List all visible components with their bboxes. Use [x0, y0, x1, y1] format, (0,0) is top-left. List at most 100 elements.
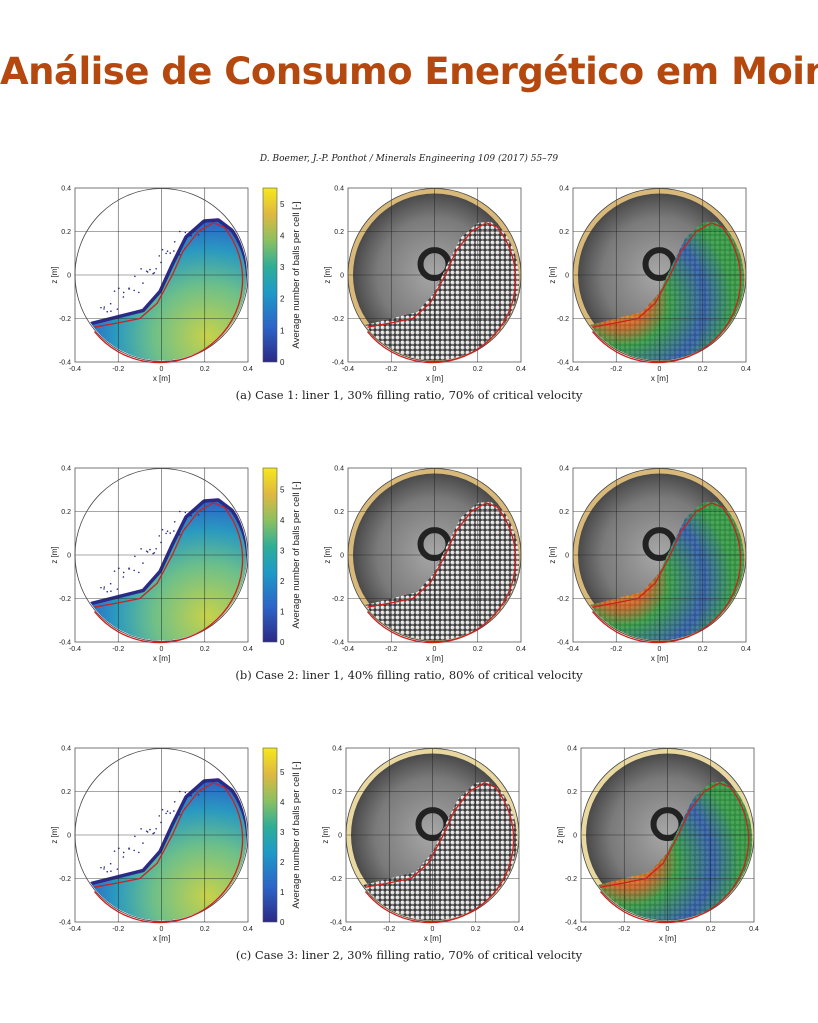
caption-b: (b) Case 2: liner 1, 40% filling ratio, …: [235, 668, 583, 682]
x-tick-label: -0.2: [112, 926, 124, 933]
velocity-overlay: [598, 781, 753, 921]
panel-photo: -0.4 -0.2 0 0.2 0.4 0.4 0.2 0 -0.2 -0.4 x [m] z [m]: [321, 746, 524, 944]
x-axis-label: x [m]: [424, 934, 441, 943]
colorbar-label: Average number of balls per cell [-]: [291, 481, 302, 628]
colorbar-tick-label: 0: [280, 918, 285, 927]
ball-charge: [365, 501, 520, 641]
z-tick-label: 0: [338, 833, 342, 840]
panel-heatmap: -0.4 -0.2 0 0.2 0.4 0.4 0.2 0 -0.2 -0.4 x [m] z [m]: [50, 186, 253, 384]
charge-profile-line: [93, 502, 244, 644]
z-tick-label: 0.2: [334, 229, 344, 236]
colorbar-gradient: [262, 747, 278, 923]
colorbar-tick-label: 3: [280, 546, 285, 555]
mill-boundary: [74, 468, 249, 642]
z-tick-label: -0.2: [565, 876, 577, 883]
z-tick-label: -0.2: [557, 316, 569, 323]
colorbar-gradient: [262, 187, 278, 363]
x-tick-label: -0.2: [112, 646, 124, 653]
panel-overlay: -0.4 -0.2 0 0.2 0.4 0.4 0.2 0 -0.2 -0.4 x [m] z [m]: [556, 746, 759, 944]
colorbar-gradient: [262, 467, 278, 643]
z-tick-label: -0.2: [59, 596, 71, 603]
colorbar-tick-label: 2: [280, 295, 285, 304]
z-axis-label: z [m]: [323, 266, 332, 283]
z-axis-label: z [m]: [548, 546, 557, 563]
x-tick-label: -0.4: [69, 926, 81, 933]
ball-charge: [363, 781, 518, 921]
z-axis-label: z [m]: [50, 546, 59, 563]
z-tick-label: 0.2: [334, 509, 344, 516]
panel-heatmap: -0.4 -0.2 0 0.2 0.4 0.4 0.2 0 -0.2 -0.4 x [m] z [m]: [50, 746, 253, 944]
z-tick-label: 0.2: [567, 789, 577, 796]
colorbar: 0 1 2 3 4 5 Average number of balls per cell […: [262, 467, 302, 647]
x-tick-label: 0.2: [698, 366, 708, 373]
z-tick-label: 0.2: [559, 509, 569, 516]
colorbar: 0 1 2 3 4 5 Average number of balls per cell […: [262, 747, 302, 927]
x-tick-label: -0.4: [567, 646, 579, 653]
x-tick-label: 0.2: [473, 366, 483, 373]
colorbar-tick-label: 2: [280, 577, 285, 586]
x-tick-label: 0: [433, 366, 437, 373]
z-tick-label: 0: [340, 273, 344, 280]
x-tick-label: 0: [658, 366, 662, 373]
x-tick-label: -0.4: [342, 366, 354, 373]
x-tick-label: 0.4: [243, 366, 253, 373]
z-tick-label: -0.2: [332, 316, 344, 323]
charge-profile-line: [366, 502, 517, 644]
z-tick-label: 0.4: [334, 466, 344, 473]
z-tick-label: 0: [565, 273, 569, 280]
panel-overlay: -0.4 -0.2 0 0.2 0.4 0.4 0.2 0 -0.2 -0.4 x [m] z [m]: [548, 466, 751, 664]
z-tick-label: 0: [67, 553, 71, 560]
z-tick-label: -0.4: [557, 360, 569, 367]
x-tick-label: -0.2: [383, 926, 395, 933]
x-tick-label: -0.2: [385, 366, 397, 373]
z-tick-label: -0.4: [59, 360, 71, 367]
x-tick-label: 0.2: [200, 366, 210, 373]
z-tick-label: 0.4: [559, 186, 569, 193]
page-title: Análise de Consumo Energético em Moinhos: [0, 50, 818, 93]
x-tick-label: 0.2: [698, 646, 708, 653]
z-tick-label: -0.4: [557, 640, 569, 647]
mill-boundary: [580, 748, 755, 922]
z-tick-label: -0.4: [332, 360, 344, 367]
z-tick-label: 0.4: [61, 746, 71, 753]
x-tick-label: 0.4: [514, 926, 524, 933]
mill-boundary: [74, 188, 249, 362]
z-tick-label: 0.4: [567, 746, 577, 753]
z-tick-label: 0: [67, 273, 71, 280]
x-tick-label: -0.2: [610, 646, 622, 653]
charge-profile-line: [591, 502, 742, 644]
x-axis-label: x [m]: [426, 374, 443, 383]
x-tick-label: 0.4: [741, 646, 751, 653]
z-tick-label: 0: [67, 833, 71, 840]
ball-charge: [365, 221, 520, 361]
x-tick-label: -0.4: [69, 646, 81, 653]
x-tick-label: 0: [431, 926, 435, 933]
mill-boundary: [347, 468, 522, 642]
panel-photo: -0.4 -0.2 0 0.2 0.4 0.4 0.2 0 -0.2 -0.4 x [m] z [m]: [323, 186, 526, 384]
x-tick-label: 0.4: [749, 926, 759, 933]
z-tick-label: -0.4: [565, 920, 577, 927]
z-tick-label: 0.2: [61, 509, 71, 516]
x-tick-label: 0: [433, 646, 437, 653]
panel-photo: -0.4 -0.2 0 0.2 0.4 0.4 0.2 0 -0.2 -0.4 x [m] z [m]: [323, 466, 526, 664]
colorbar-tick-label: 3: [280, 828, 285, 837]
x-tick-label: 0.2: [200, 926, 210, 933]
mill-boundary: [345, 748, 520, 922]
colorbar-tick-label: 5: [280, 485, 285, 494]
x-tick-label: 0.2: [471, 926, 481, 933]
z-axis-label: z [m]: [50, 826, 59, 843]
x-tick-label: 0: [160, 646, 164, 653]
colorbar-tick-label: 3: [280, 263, 285, 272]
x-tick-label: 0.4: [741, 366, 751, 373]
z-axis-label: z [m]: [323, 546, 332, 563]
caption-c: (c) Case 3: liner 2, 30% filling ratio, …: [235, 948, 583, 962]
z-tick-label: 0.4: [559, 466, 569, 473]
z-tick-label: 0.2: [559, 229, 569, 236]
z-tick-label: -0.2: [59, 876, 71, 883]
paper-header: D. Boemer, J.-P. Ponthot / Minerals Engi…: [259, 154, 559, 164]
z-tick-label: -0.2: [557, 596, 569, 603]
colorbar-tick-label: 5: [280, 768, 285, 777]
colorbar: 0 1 2 3 4 5 Average number of balls per cell […: [262, 187, 302, 367]
figure-row-a: -0.4 -0.2 0 0.2 0.4 0.4 0.2 0 -0.2 -0.4 x [m] z [m]…: [0, 180, 818, 395]
